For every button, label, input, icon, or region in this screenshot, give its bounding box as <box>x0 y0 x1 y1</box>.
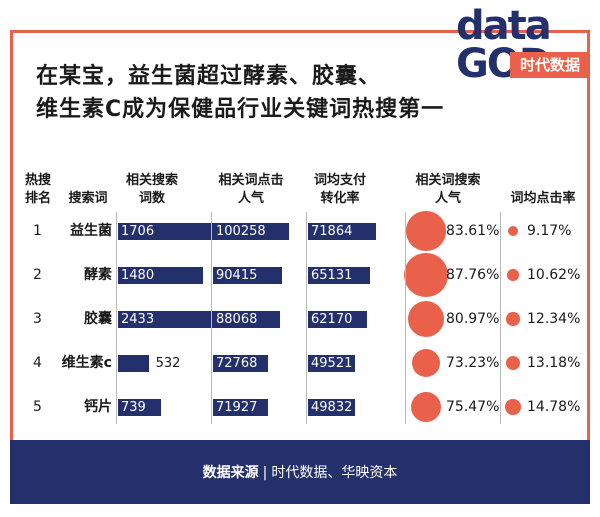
column-divider <box>211 212 212 424</box>
bar-conversion-label: 49832 <box>311 400 353 415</box>
bar-conversion <box>308 399 356 416</box>
footer-source-label: 数据来源 <box>202 465 259 481</box>
footer-source-names: 时代数据、华映资本 <box>271 465 398 481</box>
search-popularity-value: 75.47% <box>446 399 500 415</box>
header-rank-line: 热搜 <box>24 173 51 188</box>
search-popularity-value: 83.61% <box>446 223 500 239</box>
bar-click-popularity <box>213 355 269 372</box>
header-ctr: 词均点击率 <box>500 190 586 208</box>
bar-search-count-label: 1706 <box>121 224 155 239</box>
bar-click-popularity <box>213 311 280 328</box>
dot-ctr <box>507 225 519 237</box>
header-search-popularity-line: 人气 <box>434 191 461 206</box>
chart-title-line1: 在某宝，益生菌超过酵素、胶囊、 <box>36 64 382 89</box>
frame-left-border <box>10 30 13 450</box>
bar-search-count-label: 1480 <box>121 268 155 283</box>
header-search-popularity: 相关词搜索 人气 <box>400 172 496 208</box>
bar-click-popularity-label: 71927 <box>216 400 258 415</box>
logo-word-data: data <box>456 3 552 49</box>
header-click-popularity: 相关词点击 人气 <box>205 172 297 208</box>
header-rank-line: 排名 <box>24 191 51 206</box>
dot-search-popularity <box>411 348 441 378</box>
ctr-value: 12.34% <box>527 311 581 327</box>
header-conversion-line: 转化率 <box>320 191 360 206</box>
bar-conversion-label: 49521 <box>311 356 353 371</box>
header-search-popularity-line: 相关词搜索 <box>415 173 481 188</box>
header-click-popularity-line: 相关词点击 <box>218 173 284 188</box>
chart-title-line2: 维生素C成为保健品行业关键词热搜第一 <box>36 97 445 122</box>
column-divider <box>405 212 406 424</box>
header-conversion: 词均支付 转化率 <box>300 172 380 208</box>
header-rank: 热搜 排名 <box>18 172 58 208</box>
frame-right-border <box>587 30 590 450</box>
datagod-logo: data GOD 时代数据 <box>452 4 590 92</box>
frame-top-border <box>10 30 590 33</box>
dot-search-popularity <box>407 300 445 338</box>
header-keyword-line: 搜索词 <box>68 191 108 206</box>
column-divider <box>306 212 307 424</box>
keyword-value: 酵素 <box>84 267 112 283</box>
dot-ctr <box>505 355 521 371</box>
footer-band: 数据来源 | 时代数据、华映资本 <box>10 440 590 504</box>
dot-search-popularity <box>406 211 446 251</box>
bar-search-count <box>118 399 161 416</box>
bar-search-count-label: 532 <box>155 356 181 371</box>
ctr-value: 10.62% <box>527 267 581 283</box>
bar-conversion <box>308 223 376 240</box>
bar-click-popularity-label: 90415 <box>216 268 258 283</box>
dot-ctr <box>505 399 521 415</box>
search-popularity-value: 73.23% <box>446 355 500 371</box>
search-popularity-value: 87.76% <box>446 267 500 283</box>
bar-conversion <box>308 355 355 372</box>
bar-click-popularity <box>213 223 289 240</box>
rank-value: 1 <box>33 223 42 239</box>
bar-search-count <box>118 355 149 372</box>
bar-search-count <box>118 223 217 240</box>
keyword-value: 胶囊 <box>84 311 112 327</box>
bar-conversion-label: 71864 <box>311 224 353 239</box>
bar-conversion <box>308 267 370 284</box>
header-conversion-line: 词均支付 <box>313 173 366 188</box>
footer-separator: | <box>262 465 268 481</box>
dot-ctr <box>506 312 520 326</box>
footer-source: 数据来源 | 时代数据、华映资本 <box>10 462 590 482</box>
dot-search-popularity <box>410 391 442 423</box>
header-click-popularity-line: 人气 <box>237 191 264 206</box>
bar-click-popularity-label: 100258 <box>216 224 266 239</box>
bar-click-popularity <box>213 399 268 416</box>
rank-value: 4 <box>33 355 42 371</box>
header-keyword: 搜索词 <box>58 190 118 208</box>
keyword-value: 益生菌 <box>70 223 112 239</box>
bar-click-popularity <box>213 267 282 284</box>
rank-value: 3 <box>33 311 42 327</box>
ctr-value: 9.17% <box>527 223 572 239</box>
bar-conversion <box>308 311 367 328</box>
rank-value: 2 <box>33 267 42 283</box>
column-divider <box>116 212 117 424</box>
ctr-value: 14.78% <box>527 399 581 415</box>
bar-conversion-label: 62170 <box>311 312 353 327</box>
bar-search-count <box>118 267 204 284</box>
bar-conversion-label: 65131 <box>311 268 353 283</box>
header-search-count: 相关搜索 词数 <box>112 172 192 208</box>
header-search-count-line: 相关搜索 <box>125 173 178 188</box>
bar-search-count-label: 2433 <box>121 312 155 327</box>
logo-tag: 时代数据 <box>510 52 590 78</box>
header-ctr-line: 词均点击率 <box>510 191 576 206</box>
column-divider <box>500 212 501 424</box>
bar-search-count-label: 739 <box>121 400 146 415</box>
keyword-value: 钙片 <box>84 399 112 415</box>
search-popularity-value: 80.97% <box>446 311 500 327</box>
dot-ctr <box>507 269 519 281</box>
bar-click-popularity-label: 88068 <box>216 312 258 327</box>
dot-search-popularity <box>404 253 448 297</box>
bar-click-popularity-label: 72768 <box>216 356 258 371</box>
rank-value: 5 <box>33 399 42 415</box>
ctr-value: 13.18% <box>527 355 581 371</box>
keyword-value: 维生素c <box>61 355 112 371</box>
header-search-count-line: 词数 <box>138 191 165 206</box>
